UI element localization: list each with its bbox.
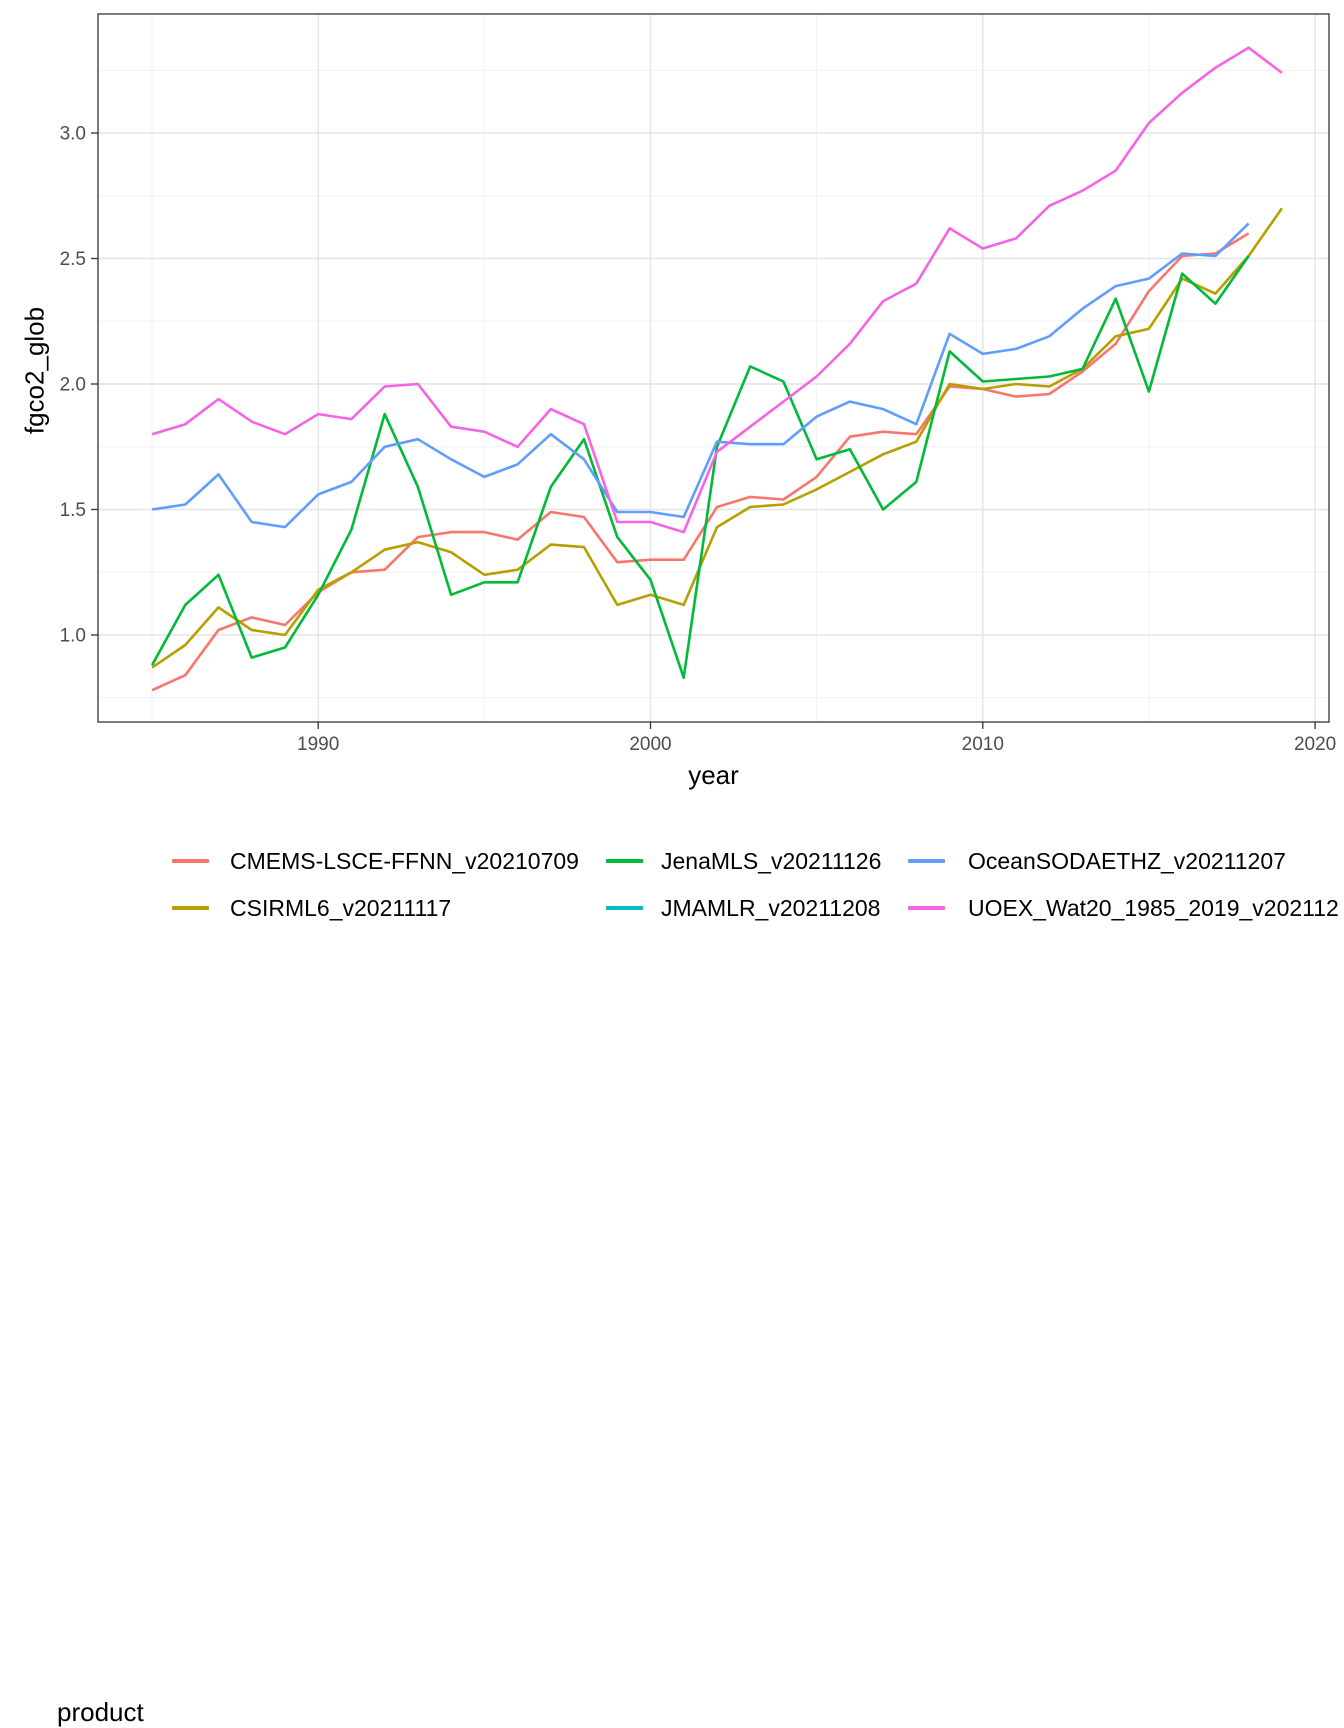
legend-item: OceanSODAETHZ_v20211207 xyxy=(908,848,1286,874)
legend-title: product xyxy=(57,1697,144,1727)
legend-key-line xyxy=(606,859,643,863)
series-line xyxy=(151,46,1283,534)
legend-key-line xyxy=(172,859,209,863)
legend-label: JMAMLR_v20211208 xyxy=(661,894,881,921)
x-axis-title: year xyxy=(688,760,739,790)
legend-label: OceanSODAETHZ_v20211207 xyxy=(968,847,1286,874)
x-tick-label: 2020 xyxy=(1294,734,1336,755)
legend-label: JenaMLS_v20211126 xyxy=(661,847,882,874)
legend-key-line xyxy=(908,906,945,910)
legend-item: JenaMLS_v20211126 xyxy=(606,848,881,874)
plot-panel xyxy=(98,14,1329,722)
legend-item: CMEMS-LSCE-FFNN_v20210709 xyxy=(172,848,579,874)
y-tick-label: 1.0 xyxy=(60,626,86,647)
x-tick-label: 2010 xyxy=(962,734,1004,755)
legend-item: UOEX_Wat20_1985_2019_v202112 xyxy=(908,895,1339,921)
series-line xyxy=(150,255,1250,680)
y-tick-label: 2.5 xyxy=(60,249,86,270)
legend-item: CSIRML6_v20211117 xyxy=(172,895,451,921)
y-tick-label: 1.5 xyxy=(60,500,86,521)
fgco2-line-chart: 1990 2000 2010 2020 1.0 1.5 2.0 2.5 3.0 xyxy=(60,13,1336,755)
panel-border xyxy=(97,13,1330,723)
legend-key-line xyxy=(172,906,209,910)
x-tick-label: 2000 xyxy=(629,734,671,755)
legend: product CMEMS-LSCE-FFNN_v20210709 CSIRML6… xyxy=(0,828,1344,1728)
series-line xyxy=(151,207,1283,669)
y-tick-label: 3.0 xyxy=(60,124,86,145)
legend-label: UOEX_Wat20_1985_2019_v202112 xyxy=(968,894,1339,921)
series-line xyxy=(151,222,1250,529)
legend-key-line xyxy=(908,859,945,863)
y-tick-label: 2.0 xyxy=(60,375,86,396)
y-axis-title: fgco2_glob xyxy=(19,306,50,435)
legend-item: JMAMLR_v20211208 xyxy=(606,895,880,921)
legend-key-line xyxy=(606,906,643,910)
figure: 1990 2000 2010 2020 1.0 1.5 2.0 2.5 3.0 year fgc… xyxy=(0,13,1344,1728)
legend-label: CMEMS-LSCE-FFNN_v20210709 xyxy=(230,847,579,874)
legend-label: CSIRML6_v20211117 xyxy=(230,894,452,921)
x-tick-label: 1990 xyxy=(297,734,339,755)
